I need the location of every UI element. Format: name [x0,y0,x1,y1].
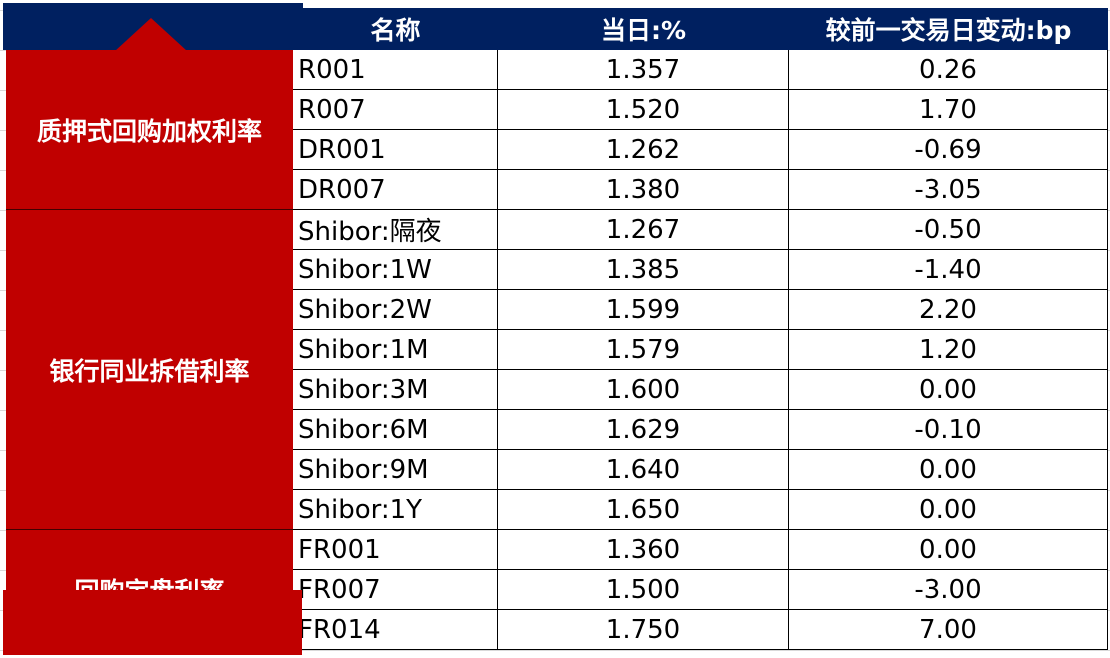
table-row: Shibor:3M 1.600 0.00 [293,370,1108,410]
cell-name[interactable]: Shibor:9M [293,450,498,489]
cell-name[interactable]: DR007 [293,170,498,209]
table-row: Shibor:6M 1.629 -0.10 [293,410,1108,450]
cell-today[interactable]: 1.750 [498,610,789,649]
red-overlay-block [3,590,302,655]
table-row: DR007 1.380 -3.05 [293,170,1108,210]
header-name: 名称 [370,16,421,45]
cell-name[interactable]: Shibor:1M [293,330,498,369]
cell-today[interactable]: 1.640 [498,450,789,489]
table-row: Shibor:1W 1.385 -1.40 [293,250,1108,290]
cell-name[interactable]: DR001 [293,130,498,169]
cell-change[interactable]: -3.05 [789,170,1108,209]
cell-name[interactable]: Shibor:2W [293,290,498,329]
cell-change[interactable]: -3.00 [789,570,1108,609]
cell-change[interactable]: -0.10 [789,410,1108,449]
cell-today[interactable]: 1.650 [498,490,789,529]
table-row: R001 1.357 0.26 [293,50,1108,90]
cell-name[interactable]: Shibor:1Y [293,490,498,529]
cell-name[interactable]: Shibor:3M [293,370,498,409]
header-change: 较前一交易日变动:bp [825,16,1072,45]
cell-change[interactable]: 0.26 [789,50,1108,89]
cell-change[interactable]: -1.40 [789,250,1108,289]
table-row: Shibor:9M 1.640 0.00 [293,450,1108,490]
cell-change[interactable]: 2.20 [789,290,1108,329]
table-header: 名称 当日:% 较前一交易日变动:bp [293,8,1108,50]
cell-change[interactable]: 7.00 [789,610,1108,649]
group-label-shibor: 银行同业拆借利率 [6,210,293,530]
table-row: DR001 1.262 -0.69 [293,130,1108,170]
cell-today[interactable]: 1.500 [498,570,789,609]
cell-change[interactable]: -0.50 [789,210,1108,249]
table-row: FR007 1.500 -3.00 [293,570,1108,610]
cell-name[interactable]: FR007 [293,570,498,609]
cell-name[interactable]: Shibor:1W [293,250,498,289]
cell-today[interactable]: 1.600 [498,370,789,409]
cell-today[interactable]: 1.267 [498,210,789,249]
cell-change[interactable]: 1.70 [789,90,1108,129]
cell-change[interactable]: -0.69 [789,130,1108,169]
cell-name[interactable]: Shibor:6M [293,410,498,449]
cell-today[interactable]: 1.262 [498,130,789,169]
table-row: FR001 1.360 0.00 [293,530,1108,570]
header-today: 当日:% [600,16,687,45]
table-row: Shibor:2W 1.599 2.20 [293,290,1108,330]
cell-change[interactable]: 0.00 [789,490,1108,529]
cell-today[interactable]: 1.360 [498,530,789,569]
cell-name[interactable]: R001 [293,50,498,89]
cell-today[interactable]: 1.520 [498,90,789,129]
cell-change[interactable]: 0.00 [789,450,1108,489]
table-row: Shibor:隔夜 1.267 -0.50 [293,210,1108,250]
cell-today[interactable]: 1.579 [498,330,789,369]
cell-today[interactable]: 1.629 [498,410,789,449]
cell-today[interactable]: 1.357 [498,50,789,89]
cell-name[interactable]: FR001 [293,530,498,569]
triangle-decoration [115,18,187,51]
table-row: Shibor:1M 1.579 1.20 [293,330,1108,370]
table-row: FR014 1.750 7.00 [293,610,1108,650]
cell-today[interactable]: 1.380 [498,170,789,209]
cell-today[interactable]: 1.599 [498,290,789,329]
cell-today[interactable]: 1.385 [498,250,789,289]
cell-change[interactable]: 1.20 [789,330,1108,369]
cell-name[interactable]: FR014 [293,610,498,649]
cell-name[interactable]: R007 [293,90,498,129]
table-row: Shibor:1Y 1.650 0.00 [293,490,1108,530]
cell-name[interactable]: Shibor:隔夜 [293,210,498,249]
cell-change[interactable]: 0.00 [789,530,1108,569]
table-row: R007 1.520 1.70 [293,90,1108,130]
group-label-repo-weighted: 质押式回购加权利率 [6,50,293,210]
cell-change[interactable]: 0.00 [789,370,1108,409]
